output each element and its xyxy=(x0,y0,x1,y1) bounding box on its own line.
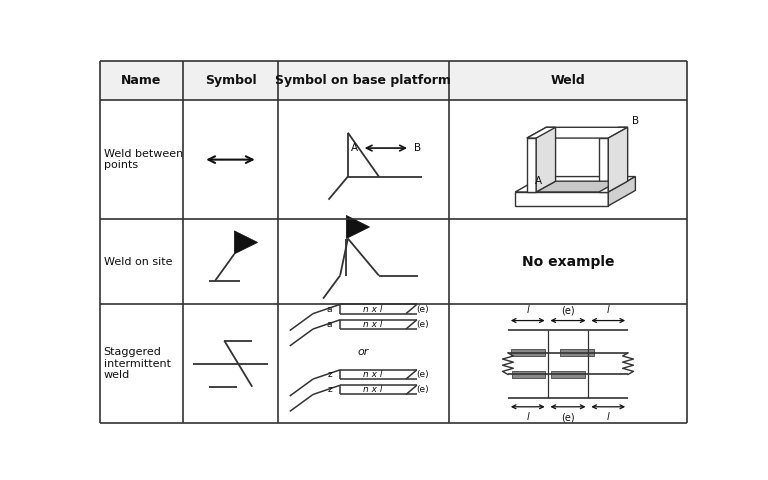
Text: Symbol on base platform: Symbol on base platform xyxy=(276,74,452,87)
Text: a: a xyxy=(327,320,333,329)
Text: n x l: n x l xyxy=(363,385,382,395)
Polygon shape xyxy=(527,138,536,192)
Polygon shape xyxy=(536,127,555,192)
Text: Weld on site: Weld on site xyxy=(104,257,172,267)
Text: (e): (e) xyxy=(417,370,429,379)
Text: a: a xyxy=(327,304,333,313)
Bar xyxy=(511,349,545,356)
Polygon shape xyxy=(599,127,627,138)
Text: Symbol: Symbol xyxy=(204,74,257,87)
Text: (e): (e) xyxy=(417,385,429,395)
Text: Name: Name xyxy=(121,74,161,87)
Text: A: A xyxy=(350,143,358,153)
Text: z: z xyxy=(328,385,333,395)
Polygon shape xyxy=(536,181,618,192)
Bar xyxy=(100,61,687,100)
Polygon shape xyxy=(527,127,627,138)
Polygon shape xyxy=(234,231,257,254)
Polygon shape xyxy=(515,177,635,192)
Text: n x l: n x l xyxy=(363,320,382,329)
Bar xyxy=(551,371,585,378)
Text: B: B xyxy=(414,143,421,153)
Text: or: or xyxy=(358,347,369,357)
Text: (e): (e) xyxy=(417,320,429,329)
Text: (e): (e) xyxy=(417,304,429,313)
Bar xyxy=(511,371,545,378)
Text: B: B xyxy=(631,116,639,126)
Polygon shape xyxy=(346,216,369,239)
Text: (e): (e) xyxy=(561,305,574,315)
Text: No example: No example xyxy=(521,255,614,269)
Text: l: l xyxy=(607,305,610,315)
Text: l: l xyxy=(607,412,610,422)
Text: A: A xyxy=(535,176,542,186)
Polygon shape xyxy=(599,138,608,192)
Text: z: z xyxy=(328,370,333,379)
Polygon shape xyxy=(527,127,555,138)
Text: n x l: n x l xyxy=(363,370,382,379)
Text: (e): (e) xyxy=(561,412,574,422)
Text: l: l xyxy=(526,305,529,315)
Text: Weld between
points: Weld between points xyxy=(104,149,183,170)
Text: Weld: Weld xyxy=(551,74,585,87)
Bar xyxy=(561,349,594,356)
Text: n x l: n x l xyxy=(363,304,382,313)
Polygon shape xyxy=(608,177,635,206)
Text: Staggered
intermittent
weld: Staggered intermittent weld xyxy=(104,347,170,380)
Polygon shape xyxy=(608,127,627,192)
Polygon shape xyxy=(515,192,608,206)
Text: l: l xyxy=(526,412,529,422)
